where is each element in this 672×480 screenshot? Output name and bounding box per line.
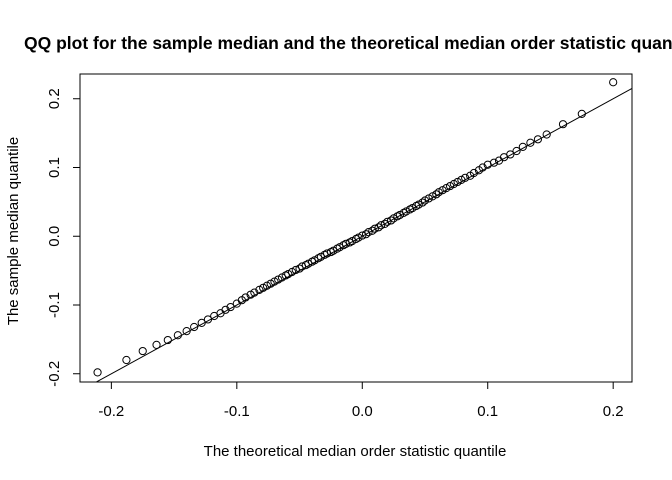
data-point (489, 158, 499, 167)
chart-title: QQ plot for the sample median and the th… (24, 33, 672, 53)
data-point (122, 355, 131, 365)
data-point (432, 190, 441, 199)
data-point (374, 223, 383, 232)
data-point (376, 221, 386, 230)
chart-title-group: QQ plot for the sample median and the th… (24, 33, 672, 53)
data-point (203, 315, 213, 324)
data-point (226, 302, 235, 312)
y-tick-label: 0.1 (46, 157, 63, 178)
data-point (197, 318, 206, 327)
data-point (512, 146, 521, 156)
x-tick-label: -0.2 (98, 403, 124, 420)
data-point (370, 224, 379, 233)
data-point (295, 264, 304, 273)
data-point (383, 217, 392, 226)
data-point (380, 219, 389, 228)
data-point (93, 368, 102, 377)
x-axis-label: The theoretical median order statistic q… (204, 443, 507, 460)
data-point (173, 331, 182, 340)
data-point (506, 150, 515, 159)
x-tick-label: 0.0 (352, 403, 373, 420)
data-point (241, 293, 250, 302)
x-tick-label: 0.1 (477, 403, 498, 420)
data-point (358, 231, 367, 240)
data-point (518, 142, 527, 151)
data-point (138, 346, 147, 356)
data-point (361, 230, 371, 239)
data-point (163, 335, 172, 345)
plot-frame (79, 73, 633, 383)
y-tick-label: 0.2 (46, 88, 63, 109)
data-point (478, 163, 487, 172)
x-tick-label: -0.1 (224, 403, 250, 420)
data-point (387, 216, 396, 225)
data-points (93, 78, 618, 377)
y-tick-label: -0.2 (46, 361, 63, 387)
data-point (182, 327, 191, 336)
data-point (558, 120, 568, 129)
y-axis: -0.2 -0.1 0.0 0.1 0.2 (46, 88, 81, 387)
data-point (152, 340, 161, 349)
data-point (577, 109, 586, 118)
data-point (542, 130, 551, 139)
y-axis-label: The sample median quantile (5, 137, 22, 325)
data-point (469, 168, 479, 178)
x-tick-label: 0.2 (603, 403, 624, 420)
data-point (526, 138, 535, 147)
data-point (216, 309, 225, 318)
data-point (221, 305, 230, 314)
data-point (418, 198, 427, 207)
data-point (533, 135, 543, 144)
data-point (461, 173, 470, 182)
y-tick-label: 0.0 (46, 226, 63, 247)
x-axis: -0.2 -0.1 0.0 0.1 0.2 (98, 381, 624, 420)
data-point (609, 78, 618, 87)
data-point (368, 226, 377, 235)
y-tick-label: -0.1 (46, 292, 63, 318)
data-point (364, 228, 373, 237)
data-point (250, 288, 259, 297)
data-point (190, 322, 199, 332)
data-point (291, 265, 300, 275)
